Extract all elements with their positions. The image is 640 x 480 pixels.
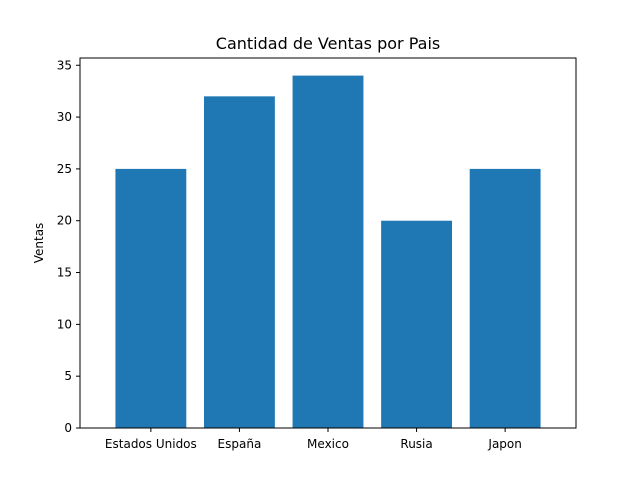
- x-tick-label: Estados Unidos: [105, 437, 197, 451]
- chart-title: Cantidad de Ventas por Pais: [216, 34, 440, 53]
- y-tick-label: 20: [57, 214, 72, 228]
- bar: [204, 96, 275, 428]
- x-axis-ticks: Estados Unidos España Mexico Rusia Japon: [105, 428, 522, 451]
- y-tick-label: 25: [57, 162, 72, 176]
- y-tick-label: 35: [57, 58, 72, 72]
- bar: [469, 168, 541, 428]
- y-tick-label: 10: [57, 317, 72, 331]
- bar: [115, 168, 187, 428]
- y-axis-label: Ventas: [32, 223, 46, 264]
- y-tick-label: 5: [64, 369, 72, 383]
- x-tick-label: Rusia: [400, 437, 432, 451]
- y-tick-label: 15: [57, 266, 72, 280]
- x-tick-label: Mexico: [307, 437, 349, 451]
- y-axis-ticks: 0 5 10 15 20 25 30 35: [57, 58, 80, 435]
- y-tick-label: 0: [64, 421, 72, 435]
- plot-area-frame: [79, 57, 577, 429]
- x-tick-label: Japon: [487, 437, 521, 451]
- bars: [115, 75, 541, 428]
- y-tick-label: 30: [57, 110, 72, 124]
- bar: [381, 220, 452, 428]
- x-tick-label: España: [218, 437, 262, 451]
- bar: [292, 75, 364, 428]
